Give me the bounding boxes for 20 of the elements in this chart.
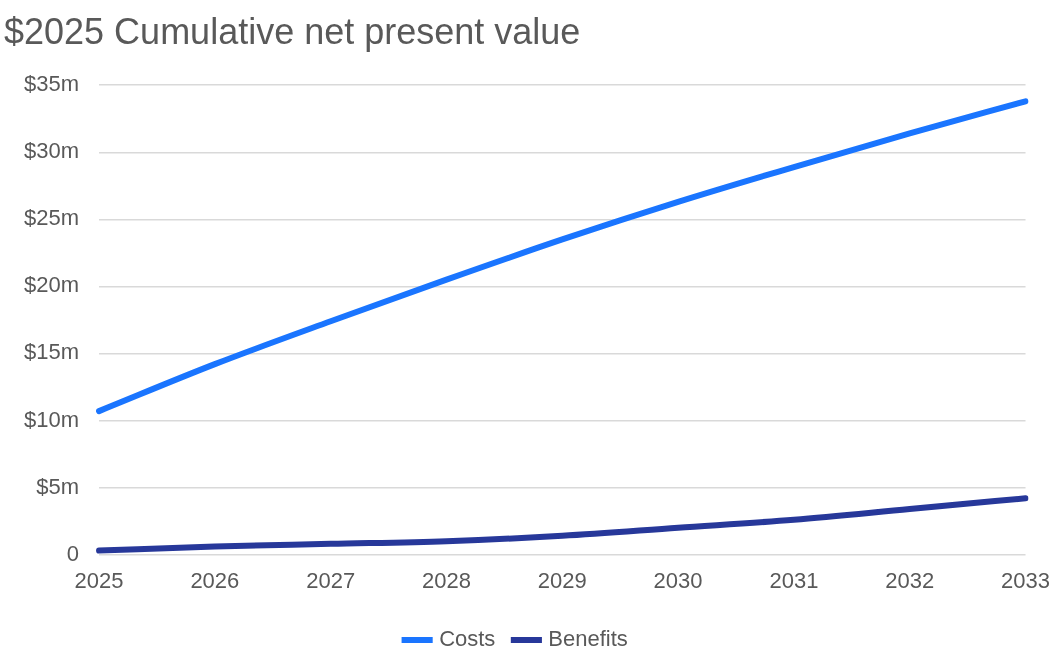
y-tick-label: $30m [23,138,80,164]
x-tick-label: 2029 [537,567,587,593]
x-tick-label: 2031 [769,567,819,593]
x-tick-label: 2025 [74,567,124,593]
y-tick-label: $35m [23,71,80,97]
x-tick-label: 2033 [1001,567,1051,593]
y-tick-label: $10m [23,406,80,432]
y-tick-label: $5m [36,473,80,499]
legend-label: Benefits [548,626,628,652]
y-tick-label: $25m [23,205,80,231]
legend-label: Costs [439,626,496,652]
x-tick-label: 2030 [653,567,703,593]
y-tick-label: 0 [66,540,80,566]
x-tick-label: 2026 [190,567,240,593]
chart-title: $2025 Cumulative net present value [4,10,581,52]
x-tick-label: 2032 [885,567,935,593]
y-tick-label: $15m [23,339,80,365]
x-tick-label: 2027 [306,567,356,593]
x-tick-label: 2028 [421,567,471,593]
y-tick-label: $20m [23,272,80,298]
